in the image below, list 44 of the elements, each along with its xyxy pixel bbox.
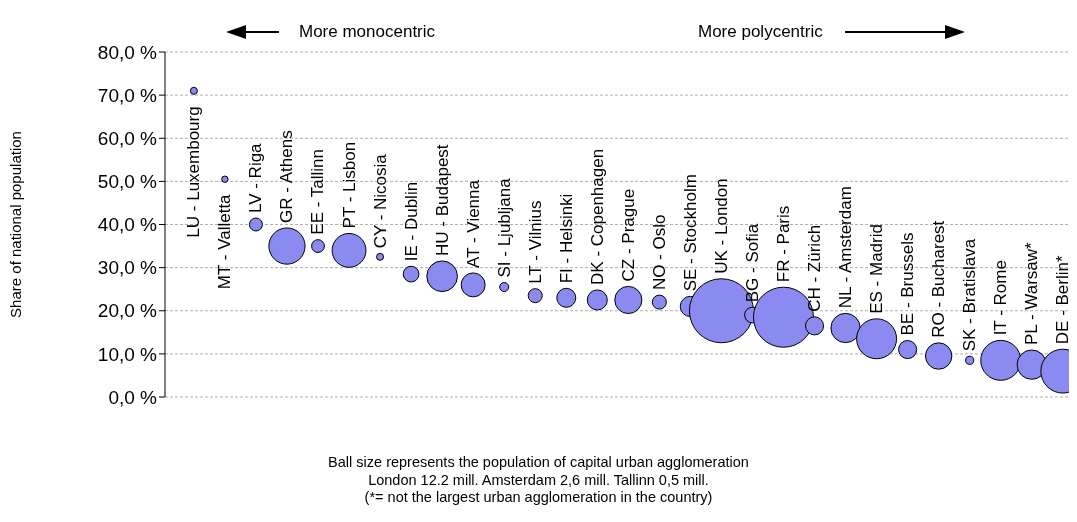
x-tick-label: EE - Tallinn	[308, 148, 328, 235]
x-tick-label: HU - Budapest	[432, 144, 452, 256]
y-tick-label: 0,0 %	[108, 386, 158, 408]
x-tick-label: SE - Stockholm	[680, 174, 700, 292]
x-tick-label: PL - Warsaw*	[1022, 241, 1042, 345]
y-tick-label: 70,0 %	[97, 84, 158, 106]
text: London 12.2 mill. Amsterdam 2,6 mill. Tallinn 0,5 mill.	[367, 471, 710, 489]
y-tick-label: 30,0 %	[97, 257, 158, 279]
x-tick-label: LU - Luxembourg	[184, 106, 204, 238]
x-tick-label: FR - Paris	[773, 205, 793, 283]
x-tick-label: IE - Dublin	[401, 181, 421, 262]
y-tick-label: 20,0 %	[97, 300, 158, 322]
x-tick-label: CZ - Prague	[618, 188, 638, 282]
y-tick-label: 40,0 %	[97, 214, 158, 236]
text: More monocentric	[299, 22, 436, 42]
y-tick-label: 60,0 %	[97, 127, 158, 149]
text: Ball size represents the population of capital urban agglomeration	[327, 454, 750, 472]
x-tick-label: LT - Vilnius	[525, 200, 545, 284]
x-tick-label: PT - Lisbon	[339, 141, 359, 229]
x-tick-label: DE - Berlin*	[1053, 255, 1073, 345]
x-tick-label: UK - London	[711, 178, 731, 274]
x-tick-label: SI - Ljubljana	[494, 177, 514, 278]
x-tick-label: BE - Brussels	[898, 232, 918, 336]
x-tick-label: NO - Oslo	[649, 214, 669, 291]
text: More polycentric	[698, 22, 823, 42]
x-tick-label: MT - Valletta	[215, 193, 235, 290]
x-tick-label: SK - Bratislava	[960, 238, 980, 352]
y-tick-label: 50,0 %	[97, 171, 158, 193]
text: (*= not the largest urban agglomeration in the country)	[363, 489, 714, 507]
x-tick-label: AT - Vienna	[463, 179, 483, 268]
x-tick-label: CY - Nicosia	[370, 153, 390, 249]
x-tick-label: BG - Sofia	[742, 223, 762, 303]
x-tick-label: IT - Rome	[991, 260, 1011, 336]
y-axis-title: Share of national population	[7, 131, 25, 318]
x-tick-label: ES - Madrid	[867, 224, 887, 314]
x-tick-label: LV - Riga	[246, 142, 266, 214]
x-tick-label: FI - Helsinki	[556, 193, 576, 284]
x-tick-label: GR - Athens	[277, 130, 297, 223]
y-tick-label: 10,0 %	[97, 343, 158, 365]
x-tick-label: CH - Zürich	[805, 224, 825, 312]
x-tick-label: DK - Copenhagen	[587, 148, 607, 285]
x-tick-label: NL - Amsterdam	[836, 186, 856, 309]
y-tick-label: 80,0 %	[97, 41, 158, 63]
x-tick-label: RO - Bucharest	[929, 220, 949, 338]
